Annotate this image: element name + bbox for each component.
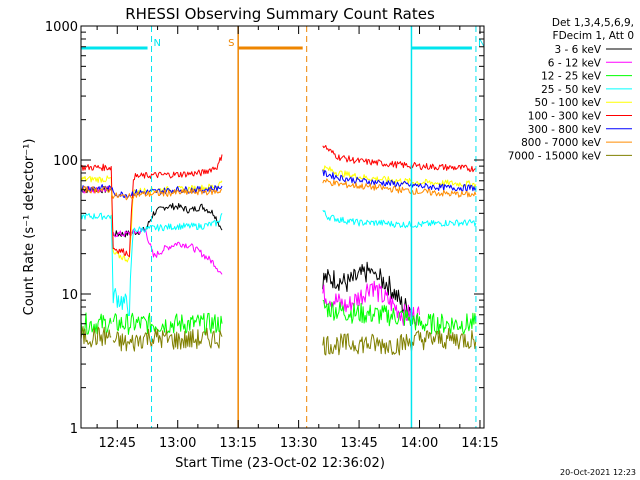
x-tick-label: 13:30 (280, 436, 317, 451)
x-axis: 12:45 13:00 13:15 13:30 13:45 14:00 14:15 (96, 26, 499, 451)
series-line (112, 327, 223, 352)
series-line (322, 209, 477, 229)
y-tick-label: 1 (70, 422, 78, 437)
series-line (322, 299, 477, 335)
x-tick-label: 13:00 (159, 436, 196, 451)
legend-entry-label: 3 - 6 keV (554, 44, 601, 56)
series-800-7000keV (80, 178, 477, 201)
marker-label: N (154, 38, 161, 49)
x-tick-label: 12:45 (99, 436, 136, 451)
legend: Det 1,3,4,5,6,9,FDecim 1, Att 0 3 - 6 keV… (508, 17, 634, 162)
series-line (322, 261, 412, 317)
series-100-300keV (80, 145, 476, 258)
footer-timestamp: 20-Oct-2021 12:23 (560, 468, 636, 477)
y-axis: 1 10 100 1000 (45, 20, 484, 437)
x-tick-label: 13:15 (219, 436, 256, 451)
series-7000-15000keV (80, 326, 477, 356)
legend-entry-label: 25 - 50 keV (541, 84, 602, 96)
series-line (322, 178, 477, 198)
series-line (112, 312, 223, 335)
y-axis-label: Count Rate (s⁻¹ detector⁻¹) (22, 139, 37, 316)
series-line (322, 145, 476, 173)
x-tick-label: 14:00 (401, 436, 438, 451)
x-tick-label: 13:45 (340, 436, 377, 451)
legend-entry-label: 100 - 300 keV (528, 111, 602, 123)
series-line (80, 186, 223, 201)
legend-entry-label: 6 - 12 keV (548, 57, 602, 69)
y-tick-label: 100 (53, 154, 78, 169)
legend-entry-label: 50 - 100 keV (534, 97, 601, 109)
legend-entry-label: 800 - 7000 keV (521, 137, 602, 149)
y-tick-label: 10 (61, 288, 78, 303)
legend-header: FDecim 1, Att 0 (553, 30, 634, 42)
series-line (80, 326, 112, 348)
y-tick-label: 1000 (45, 20, 78, 35)
series-line (80, 154, 223, 258)
marker-label: N (478, 38, 485, 49)
x-axis-label: Start Time (23-Oct-02 12:36:02) (175, 456, 385, 471)
series-line (322, 280, 420, 326)
series-line (322, 328, 477, 356)
legend-entry-label: 12 - 25 keV (541, 71, 602, 83)
legend-entry-label: 7000 - 15000 keV (508, 150, 602, 162)
legend-entry-label: 300 - 800 keV (528, 124, 602, 136)
marker-label: S (228, 38, 234, 49)
legend-header: Det 1,3,4,5,6,9, (552, 17, 634, 29)
plot-frame (80, 25, 485, 429)
series-line (322, 165, 477, 188)
chart-title: RHESSI Observing Summary Count Rates (125, 5, 435, 23)
x-tick-label: 14:15 (461, 436, 498, 451)
